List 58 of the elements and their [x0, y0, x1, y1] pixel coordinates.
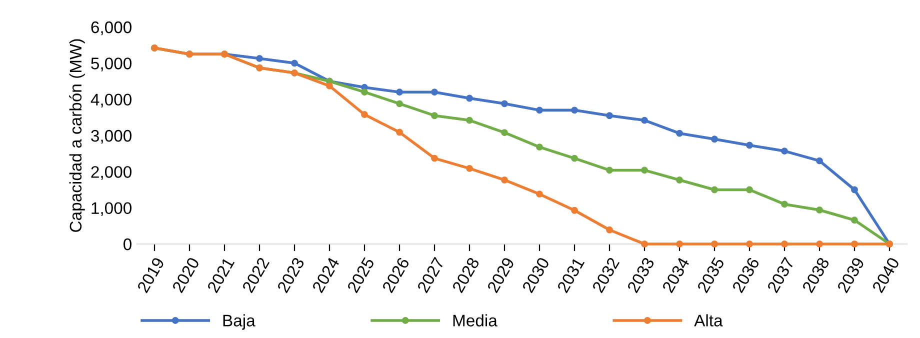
point [571, 154, 578, 162]
point [641, 116, 648, 124]
point [606, 226, 613, 234]
point [606, 112, 613, 120]
y-tick-label: 1,000 [92, 202, 132, 216]
point [326, 82, 333, 90]
point [816, 240, 823, 248]
point [431, 112, 438, 120]
point [431, 88, 438, 96]
point [711, 240, 718, 248]
point [711, 136, 718, 143]
legend-label: Baja [223, 314, 256, 330]
point [536, 144, 543, 151]
legend-label: Media [453, 314, 498, 326]
point [676, 176, 683, 184]
point [641, 166, 648, 174]
point [536, 106, 543, 114]
point [781, 240, 788, 248]
point [851, 216, 858, 224]
y-tick-label: 0 [124, 238, 132, 250]
point [396, 100, 403, 108]
y-tick-label: 6,000 [91, 21, 132, 36]
point [746, 142, 753, 149]
point [466, 116, 473, 124]
point [361, 88, 368, 96]
point [571, 106, 578, 114]
point [431, 154, 438, 162]
point [676, 130, 683, 137]
point [851, 240, 858, 248]
point [291, 60, 298, 67]
point [781, 200, 788, 208]
point [816, 157, 823, 164]
point [256, 54, 263, 62]
point [501, 100, 508, 108]
point [606, 166, 613, 174]
point [781, 148, 788, 155]
y-tick-label: 2,000 [91, 166, 132, 180]
point [571, 206, 578, 214]
point [361, 111, 368, 118]
point [746, 240, 753, 248]
point [396, 88, 403, 96]
point [746, 186, 753, 194]
point [536, 190, 543, 198]
point [501, 176, 508, 184]
y-axis-title: Capacidad a carbón (MW) [69, 39, 85, 232]
legend-label: Alta [694, 314, 723, 326]
y-tick-label: 5,000 [91, 58, 132, 72]
point [676, 240, 683, 248]
y-tick-label: 3,000 [91, 130, 132, 144]
point [396, 128, 403, 136]
point [711, 186, 718, 194]
y-tick-label: 4,000 [90, 94, 132, 108]
point [501, 129, 508, 136]
point [466, 164, 473, 172]
point [816, 206, 823, 214]
point [466, 94, 473, 102]
point [851, 186, 858, 194]
point [641, 240, 648, 248]
